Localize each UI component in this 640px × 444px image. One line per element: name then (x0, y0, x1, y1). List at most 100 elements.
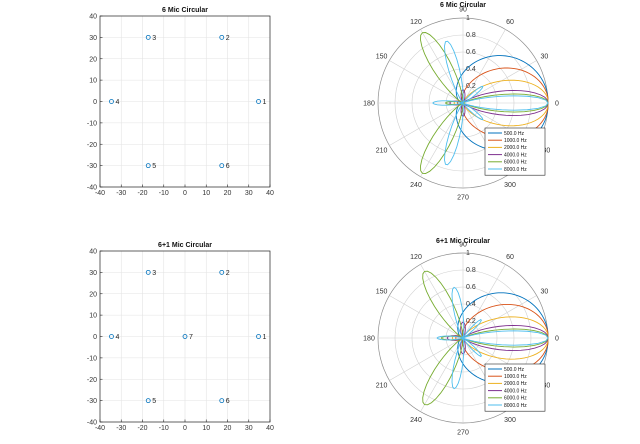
mic-marker-7 (182, 334, 188, 339)
x-tick-label: 10 (202, 425, 210, 432)
theta-tick-label: 0 (555, 336, 559, 343)
x-tick-label: -10 (159, 190, 169, 197)
polar-spoke (462, 60, 537, 104)
x-tick-label: -30 (116, 425, 126, 432)
r-tick-label: 0.2 (466, 83, 476, 90)
polar-spoke (462, 264, 506, 339)
mic-label-1: 1 (263, 99, 267, 106)
y-tick-label: 20 (89, 56, 97, 63)
mic-label-4: 4 (115, 99, 119, 106)
polar-spoke (420, 337, 464, 412)
series-line-2 (453, 79, 549, 127)
theta-tick-label: 270 (457, 430, 469, 437)
theta-tick-label: 270 (457, 195, 469, 202)
theta-tick-label: 60 (506, 254, 514, 261)
y-tick-label: -10 (87, 120, 97, 127)
polar-spoke (389, 337, 464, 381)
theta-tick-label: 300 (504, 182, 516, 189)
chart-title: 6+1 Mic Circular (158, 242, 212, 249)
y-tick-label: -40 (87, 420, 97, 427)
x-tick-label: 40 (266, 425, 274, 432)
series-line-5 (432, 40, 549, 166)
series-line-1 (455, 303, 549, 373)
theta-tick-label: 210 (376, 148, 388, 155)
legend-label: 6000.0 Hz (504, 396, 527, 402)
legend-label: 500.0 Hz (504, 131, 525, 137)
legend-label: 4000.0 Hz (504, 152, 527, 158)
theta-tick-label: 300 (504, 417, 516, 424)
legend-label: 1000.0 Hz (504, 138, 527, 144)
mic-label-6: 6 (226, 163, 230, 170)
mic-marker-2 (219, 269, 225, 275)
legend-label: 2000.0 Hz (504, 145, 527, 151)
r-tick-label: 0.6 (466, 284, 476, 291)
y-axis-ticks: -40 -30 -20 -10 0 10 20 30 40 (87, 14, 103, 192)
theta-tick-label: 150 (376, 289, 388, 296)
legend-box (484, 127, 546, 176)
r-tick-label: 0.4 (466, 66, 476, 73)
legend-label: 8000.0 Hz (504, 167, 527, 173)
theta-tick-label: 30 (541, 54, 549, 61)
x-tick-label: -20 (137, 425, 147, 432)
mic-marker-3 (145, 34, 151, 40)
x-axis-ticks: -40 -30 -20 -10 0 10 20 30 40 (95, 184, 274, 197)
r-tick-label: 0.6 (466, 49, 476, 56)
legend-label: 500.0 Hz (504, 367, 525, 373)
theta-tick-label: 90 (459, 242, 467, 249)
theta-tick-label: 60 (506, 19, 514, 26)
y-tick-label: -10 (87, 355, 97, 362)
mic-marker-5 (145, 398, 151, 404)
mic-points: 1 2 3 4 5 6 (109, 34, 267, 170)
polar-spoke (462, 295, 537, 339)
mic-label-4: 4 (115, 334, 119, 341)
mic-layout-chart-7: 6+1 Mic Circular -40 -30 -20 -10 0 10 20 30 40-4… (87, 242, 274, 432)
legend-label: 1000.0 Hz (504, 374, 527, 380)
r-tick-label: 0.4 (466, 301, 476, 308)
mic-label-2: 2 (226, 270, 230, 277)
polar-chart-6: 6 Mic Circular 0.2 0.4 0.6 0.8 1 0 30 60 90 120 15… (363, 2, 559, 202)
r-tick-label: 1 (466, 15, 470, 22)
y-tick-label: 10 (89, 313, 97, 320)
mic-label-5: 5 (152, 398, 156, 405)
mic-marker-1 (256, 99, 261, 104)
mic-label-3: 3 (152, 35, 156, 42)
polar-spoke (462, 29, 506, 104)
mic-marker-3 (145, 269, 151, 275)
mic-label-6: 6 (226, 398, 230, 405)
y-tick-label: 40 (89, 249, 97, 256)
x-tick-label: 20 (224, 425, 232, 432)
y-tick-label: 30 (89, 35, 97, 42)
theta-tick-label: 30 (541, 289, 549, 296)
legend-label: 8000.0 Hz (504, 403, 527, 409)
series-line-1 (457, 67, 549, 139)
mic-marker-5 (145, 163, 151, 169)
theta-tick-label: 240 (410, 182, 422, 189)
mic-marker-2 (219, 34, 225, 40)
y-tick-label: 0 (93, 99, 97, 106)
mic-label-3: 3 (152, 270, 156, 277)
x-tick-label: 30 (245, 425, 253, 432)
theta-tick-label: 180 (363, 336, 375, 343)
y-tick-label: -20 (87, 377, 97, 384)
r-tick-label: 0.8 (466, 32, 476, 39)
mic-marker-6 (219, 398, 225, 404)
polar-chart-7: 6+1 Mic Circular 0.2 0.4 0.6 0.8 1 0 30 60 90 120… (363, 238, 559, 437)
y-tick-label: -20 (87, 142, 97, 149)
r-tick-label: 1 (466, 250, 470, 257)
mic-label-7: 7 (189, 334, 193, 341)
series-line-5 (436, 286, 549, 390)
y-tick-label: 30 (89, 270, 97, 277)
y-tick-label: -30 (87, 398, 97, 405)
mic-marker-1 (256, 334, 261, 339)
x-tick-label: 0 (183, 425, 187, 432)
mic-label-1: 1 (263, 334, 267, 341)
x-tick-label: -30 (116, 190, 126, 197)
x-tick-label: 40 (266, 190, 274, 197)
legend-label: 2000.0 Hz (504, 381, 527, 387)
y-tick-label: 20 (89, 291, 97, 298)
polar-spoke (420, 264, 464, 339)
theta-tick-label: 0 (555, 101, 559, 108)
polar-series (422, 270, 549, 406)
mic-marker-6 (219, 163, 225, 169)
